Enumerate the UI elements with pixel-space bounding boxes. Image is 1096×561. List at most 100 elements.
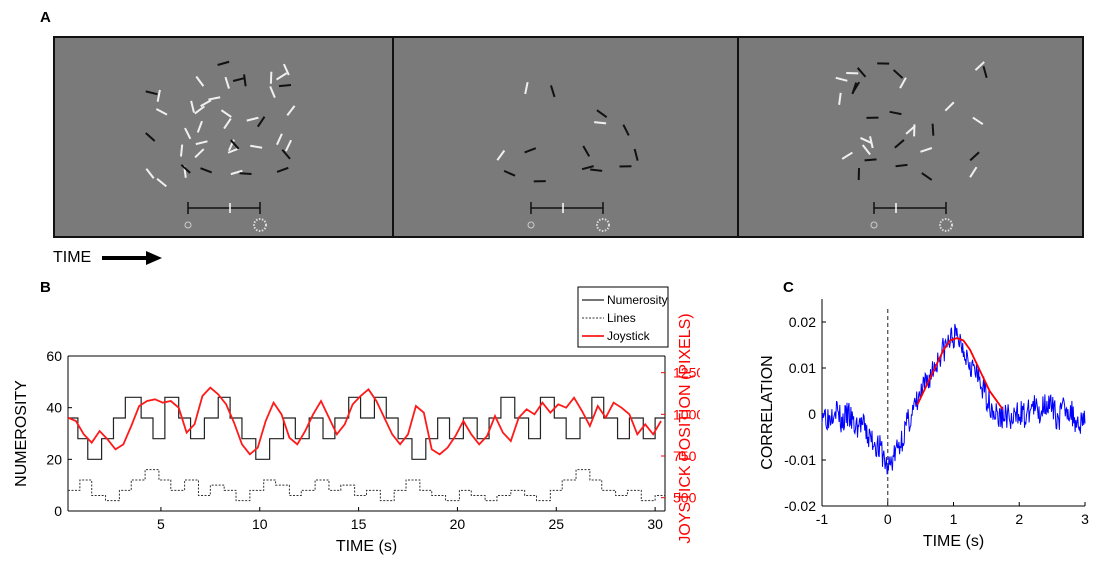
stimulus-line — [899, 77, 907, 89]
stimulus-line — [208, 96, 221, 101]
few-dots-icon — [527, 221, 535, 229]
time-label: TIME — [53, 249, 92, 266]
y-axis-label: CORRELATION — [759, 355, 776, 469]
stimulus-line — [931, 123, 935, 136]
stimulus-line — [550, 85, 556, 98]
stimulus-line — [582, 145, 591, 157]
many-dots-icon — [596, 218, 610, 232]
stimulus-line — [184, 127, 192, 140]
stimulus-line — [921, 172, 933, 181]
frame-divider — [737, 38, 739, 236]
stimulus-line — [190, 100, 195, 113]
stimulus-line — [841, 151, 853, 160]
correlation-series-line — [821, 323, 1086, 475]
x-tick-label: 1 — [950, 511, 958, 527]
stimulus-line — [969, 166, 978, 178]
stimulus-line — [145, 90, 158, 96]
stimulus-line — [276, 166, 289, 173]
stimulus-line — [227, 147, 240, 154]
stimulus-line — [180, 164, 191, 174]
y-tick-label: 20 — [46, 451, 62, 467]
stimulus-line — [892, 69, 904, 79]
x-tick-label: 10 — [252, 516, 268, 532]
y-tick-label: 0 — [808, 406, 816, 422]
stimulus-line — [156, 177, 167, 188]
stimulus-line — [194, 148, 205, 159]
stimulus-line — [920, 147, 933, 153]
stimulus-line — [851, 82, 858, 95]
stimulus-line — [195, 140, 208, 146]
stimulus-line — [230, 139, 240, 150]
stimulus-line — [276, 133, 283, 146]
numerosity-series-line — [68, 396, 665, 460]
y2-tick-label: 1250 — [673, 365, 700, 381]
stimulus-line — [278, 83, 292, 88]
stimulus-line — [269, 86, 276, 98]
stimulus-frames — [53, 36, 1084, 238]
y-tick-label: -0.02 — [784, 498, 816, 514]
x-tick-label: 20 — [450, 516, 466, 532]
x-tick-label: 2 — [1015, 511, 1023, 527]
panel-b-label: B — [40, 279, 51, 296]
stimulus-line — [972, 116, 984, 126]
stimulus-line — [860, 137, 872, 144]
few-dots-icon — [184, 221, 192, 229]
stimulus-line — [889, 110, 902, 116]
x-tick-label: 3 — [1081, 511, 1089, 527]
stimulus-line — [156, 89, 161, 102]
legend-entry: Joystick — [607, 329, 651, 343]
stimulus-line — [223, 118, 232, 130]
stimulus-line — [974, 61, 985, 71]
stimulus-line — [196, 120, 203, 133]
stimulus-line — [224, 76, 230, 89]
stimulus-line — [145, 168, 155, 179]
stimulus-line — [838, 92, 842, 105]
stimulus-line — [200, 99, 212, 108]
x-tick-label: 25 — [548, 516, 564, 532]
stimulus-line — [286, 105, 296, 116]
chart-c: -1 0 1 2 3 -0.02 -0.01 0 0.01 0.02 TIME (s) CORRELA… — [759, 299, 1089, 550]
stimulus-line — [276, 72, 288, 81]
stimulus-line — [281, 149, 291, 160]
y-tick-label: 0.02 — [789, 314, 816, 330]
stimulus-line — [179, 144, 184, 157]
chart-b: 5 10 15 20 25 30 0 20 40 60 500 750 1000 1250 TIME (s)… — [13, 286, 700, 555]
stimulus-line — [895, 163, 908, 168]
x-tick-label: 0 — [884, 511, 892, 527]
y2-tick-label: 750 — [673, 448, 697, 464]
stimulus-line — [594, 121, 607, 125]
stimulus-line — [239, 172, 252, 176]
y2-axis-label: JOYSTICK POSITION (PIXELS) — [677, 313, 694, 543]
stimulus-line — [243, 74, 247, 87]
x-tick-label: -1 — [816, 511, 829, 527]
y2-tick-label: 1000 — [673, 406, 700, 422]
stimulus-line — [524, 81, 529, 95]
stimulus-line — [194, 105, 205, 115]
stimulus-line — [864, 158, 877, 162]
legend-box — [577, 286, 669, 348]
stimulus-line — [496, 149, 506, 161]
y-axis-label: NUMEROSITY — [13, 380, 30, 487]
stimulus-line — [217, 60, 230, 66]
x-axis-label: TIME (s) — [923, 533, 984, 550]
y-tick-label: 0 — [54, 503, 62, 519]
y2-tick-label: 500 — [673, 490, 697, 506]
y-tick-label: 0.01 — [789, 360, 816, 376]
many-dots-icon — [253, 218, 267, 232]
legend-entry: Numerosity — [607, 293, 668, 307]
joystick-series-line — [67, 386, 662, 456]
arrow-right-icon — [101, 250, 162, 265]
legend-entry: Lines — [607, 311, 636, 325]
x-axis-label: TIME (s) — [336, 538, 397, 555]
stimulus-line — [524, 147, 537, 154]
stimulus-line — [944, 101, 955, 112]
stimulus-line — [155, 108, 168, 116]
many-dots-icon — [939, 218, 953, 232]
stimulus-line — [894, 139, 905, 149]
y-tick-label: 60 — [46, 348, 62, 364]
stimulus-line — [503, 169, 516, 177]
frame-divider — [392, 38, 394, 236]
stimulus-line — [982, 65, 988, 79]
stimulus-line — [195, 75, 205, 87]
stimulus-line — [246, 116, 259, 122]
